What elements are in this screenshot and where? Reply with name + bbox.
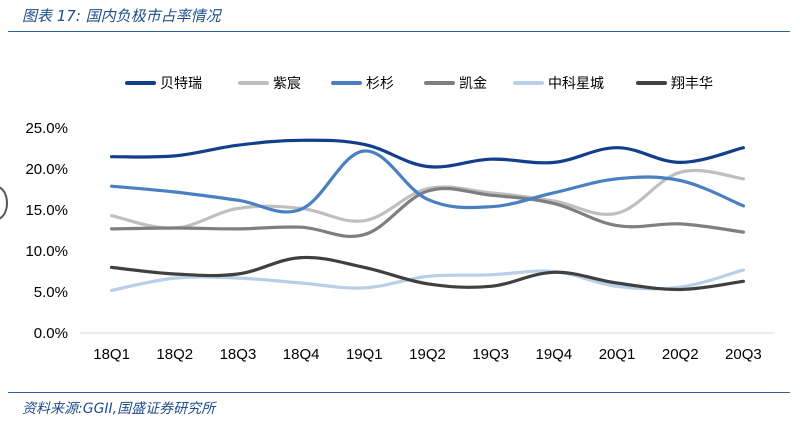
x-tick-label: 19Q4 <box>536 346 573 363</box>
x-tick-label: 19Q3 <box>472 346 509 363</box>
series-line-5 <box>110 268 745 292</box>
legend-label: 紫宸 <box>273 75 301 92</box>
chart-series-lines <box>110 138 745 292</box>
x-tick-label: 20Q1 <box>599 346 636 363</box>
series-line-3 <box>110 149 745 214</box>
y-tick-label: 10.0% <box>25 243 68 260</box>
footer-rule <box>8 392 790 393</box>
x-tick-label: 20Q2 <box>662 346 699 363</box>
chart-figure-title: 图表 17: 国内负极市占率情况 <box>22 7 221 25</box>
y-axis-tick-labels: 0.0% 5.0% 10.0% 15.0% 20.0% 25.0% <box>25 120 68 342</box>
x-tick-label: 19Q2 <box>409 346 446 363</box>
y-tick-label: 0.0% <box>34 325 68 342</box>
x-tick-label: 18Q4 <box>283 346 320 363</box>
y-tick-label: 25.0% <box>25 120 68 137</box>
legend-label: 杉杉 <box>366 76 394 92</box>
legend-label: 中科星城 <box>548 76 604 92</box>
source-note: 资料来源:GGII,国盛证券研究所 <box>22 401 216 417</box>
series-line-6 <box>110 255 745 292</box>
x-tick-label: 19Q1 <box>346 346 383 363</box>
legend-label: 贝特瑞 <box>160 76 202 92</box>
series-line-2 <box>110 168 745 230</box>
header-rule <box>8 31 790 32</box>
series-line-4 <box>110 186 745 239</box>
x-tick-label: 18Q2 <box>156 346 193 363</box>
x-axis-tick-labels: 18Q1 18Q2 18Q3 18Q4 19Q1 19Q2 19Q3 19Q4 20Q1 20Q2… <box>93 346 762 363</box>
y-tick-label: 20.0% <box>25 161 68 178</box>
legend-label: 凯金 <box>459 76 487 92</box>
x-tick-label: 18Q3 <box>220 346 257 363</box>
y-tick-label: 15.0% <box>25 202 68 219</box>
chart-legend: 贝特瑞 紫宸 杉杉 凯金 中科星城 翔丰华 <box>125 75 713 92</box>
x-tick-label: 18Q1 <box>93 346 130 363</box>
legend-label: 翔丰华 <box>671 76 713 92</box>
series-line-1 <box>110 138 745 169</box>
y-tick-label: 5.0% <box>34 284 68 301</box>
x-tick-label: 20Q3 <box>725 346 762 363</box>
